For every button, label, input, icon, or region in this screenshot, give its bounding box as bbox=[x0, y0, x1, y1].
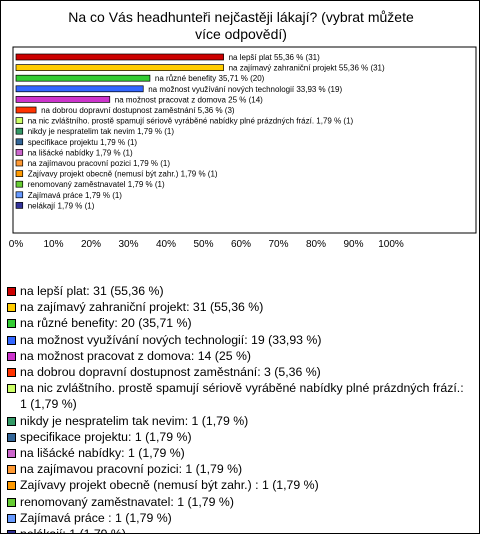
legend-item: na dobrou dopravní dostupnost zaměstnání… bbox=[7, 364, 473, 380]
bar-label: na různé benefity 35,71 % (20) bbox=[155, 74, 265, 83]
legend-label: na možnost pracovat z domova: 14 (25 %) bbox=[20, 348, 252, 363]
legend-swatch bbox=[7, 432, 16, 442]
bar bbox=[15, 191, 24, 199]
legend-item: nikdy je nespratelim tak nevim: 1 (1,79 … bbox=[7, 413, 473, 429]
legend-label: na dobrou dopravní dostupnost zaměstnání… bbox=[20, 365, 321, 380]
bar-label: na nic zvláštního. prostě spamují sériov… bbox=[28, 117, 354, 126]
legend-item: na možnost pracovat z domova: 14 (25 %) bbox=[7, 348, 473, 364]
legend-label: Zajímavá práce : 1 (1,79 %) bbox=[20, 510, 172, 525]
legend-item: Zajímavá práce : 1 (1,79 %) bbox=[7, 510, 473, 526]
bar bbox=[15, 106, 37, 114]
bar bbox=[15, 64, 224, 71]
legend-item: na lišácké nabídky: 1 (1,79 %) bbox=[7, 445, 473, 461]
legend-item: na zajímavý zahraniční projekt: 31 (55,3… bbox=[7, 299, 473, 315]
bar-label: Zajívavy projekt obecně (nemusí být zahr… bbox=[28, 170, 218, 179]
legend-swatch bbox=[7, 481, 16, 491]
bar bbox=[15, 85, 144, 93]
legend-swatch bbox=[7, 513, 16, 523]
bar bbox=[15, 96, 111, 103]
legend-swatch bbox=[7, 319, 16, 329]
bar-label: na lišácké nabídky 1,79 % (1) bbox=[28, 148, 133, 157]
legend-swatch bbox=[7, 335, 16, 345]
legend-swatch bbox=[7, 465, 16, 475]
chart-title: Na co Vás headhunteři nejčastěji lákají?… bbox=[68, 9, 414, 42]
legend-label: na lišácké nabídky: 1 (1,79 %) bbox=[20, 446, 185, 461]
x-tick-label: 10% bbox=[43, 239, 63, 250]
legend-label: na zajímavou pracovní pozici: 1 (1,79 %) bbox=[20, 462, 243, 477]
bar-label: nelákají 1,79 % (1) bbox=[28, 201, 95, 210]
x-tick-label: 20% bbox=[81, 239, 101, 250]
legend-label: nelákají: 1 (1,79 %) bbox=[20, 527, 126, 533]
legend-label: na lepší plat: 31 (55,36 %) bbox=[20, 284, 164, 298]
legend-label: specifikace projektu: 1 (1,79 %) bbox=[20, 429, 192, 444]
legend-swatch bbox=[7, 384, 16, 394]
bar bbox=[15, 117, 24, 124]
legend-item: na lepší plat: 31 (55,36 %) bbox=[7, 283, 473, 299]
bar-label: na zajímavou pracovní pozici 1,79 % (1) bbox=[28, 159, 171, 168]
x-tick-label: 90% bbox=[343, 239, 363, 250]
x-tick-label: 80% bbox=[306, 239, 326, 250]
bar bbox=[15, 127, 24, 135]
legend: na lepší plat: 31 (55,36 %) na zajímavý z… bbox=[7, 283, 473, 533]
legend-item: na zajímavou pracovní pozici: 1 (1,79 %) bbox=[7, 461, 473, 477]
bar bbox=[15, 138, 24, 146]
x-tick-label: 60% bbox=[231, 239, 251, 250]
legend-swatch bbox=[7, 530, 16, 533]
legend-label: na různé benefity: 20 (35,71 %) bbox=[20, 316, 192, 331]
bar bbox=[15, 159, 24, 167]
legend-label: na zajímavý zahraniční projekt: 31 (55,3… bbox=[20, 300, 264, 315]
bar bbox=[15, 74, 151, 82]
legend-item: renomovaný zaměstnavatel: 1 (1,79 %) bbox=[7, 494, 473, 510]
legend-label: nikdy je nespratelim tak nevim: 1 (1,79 … bbox=[20, 413, 249, 428]
bar bbox=[15, 149, 24, 156]
legend-swatch bbox=[7, 303, 16, 313]
bar-label: renomovaný zaměstnavatel 1,79 % (1) bbox=[28, 180, 165, 189]
legend-item: na nic zvláštního. prostě spamují sériov… bbox=[7, 380, 473, 412]
bar-label: na dobrou dopravní dostupnost zaměstnání… bbox=[41, 106, 235, 115]
legend-label: renomovaný zaměstnavatel: 1 (1,79 %) bbox=[20, 494, 234, 509]
legend-item: specifikace projektu: 1 (1,79 %) bbox=[7, 429, 473, 445]
bar-label: specifikace projektu 1,79 % (1) bbox=[28, 138, 138, 147]
x-tick-label: 40% bbox=[156, 239, 176, 250]
legend-item: na možnost využívání nových technologií:… bbox=[7, 332, 473, 348]
bar-label: Zajímavá práce 1,79 % (1) bbox=[28, 191, 123, 200]
legend-item: Zajívavy projekt obecně (nemusí být zahr… bbox=[7, 477, 473, 493]
chart: 0% 10% 20% 30% 40% 50% 60% 70% 80% 90% 100% na lepš… bbox=[9, 46, 477, 250]
bar-label: na lepší plat 55,36 % (31) bbox=[229, 53, 321, 62]
bar bbox=[15, 53, 224, 61]
x-tick-label: 70% bbox=[268, 239, 288, 250]
legend-swatch bbox=[7, 287, 16, 296]
legend-swatch bbox=[7, 416, 16, 426]
bar bbox=[15, 202, 24, 209]
legend-item: na různé benefity: 20 (35,71 %) bbox=[7, 315, 473, 331]
x-tick-label: 0% bbox=[9, 239, 24, 250]
bar-label: na zajímavý zahraniční projekt 55,36 % (… bbox=[229, 64, 385, 73]
bar-label: na možnost využívání nových technologií … bbox=[148, 85, 342, 94]
legend-swatch bbox=[7, 368, 16, 378]
x-tick-label: 50% bbox=[193, 239, 213, 250]
x-tick-label: 100% bbox=[378, 239, 404, 250]
bar-label: na možnost pracovat z domova 25 % (14) bbox=[115, 95, 263, 104]
legend-swatch bbox=[7, 449, 16, 459]
legend-label: Zajívavy projekt obecně (nemusí být zahr… bbox=[20, 478, 319, 493]
legend-label: na nic zvláštního. prostě spamují sériov… bbox=[20, 381, 464, 412]
legend-item: nelákají: 1 (1,79 %) bbox=[7, 526, 473, 533]
plot-frame bbox=[12, 46, 477, 234]
x-tick-label: 30% bbox=[118, 239, 138, 250]
bar bbox=[15, 180, 24, 188]
bar-label: nikdy je nespratelim tak nevim 1,79 % (1… bbox=[28, 127, 175, 136]
legend-swatch bbox=[7, 497, 16, 507]
legend-swatch bbox=[7, 351, 16, 361]
bar bbox=[15, 170, 24, 177]
legend-label: na možnost využívání nových technologií:… bbox=[20, 332, 322, 347]
